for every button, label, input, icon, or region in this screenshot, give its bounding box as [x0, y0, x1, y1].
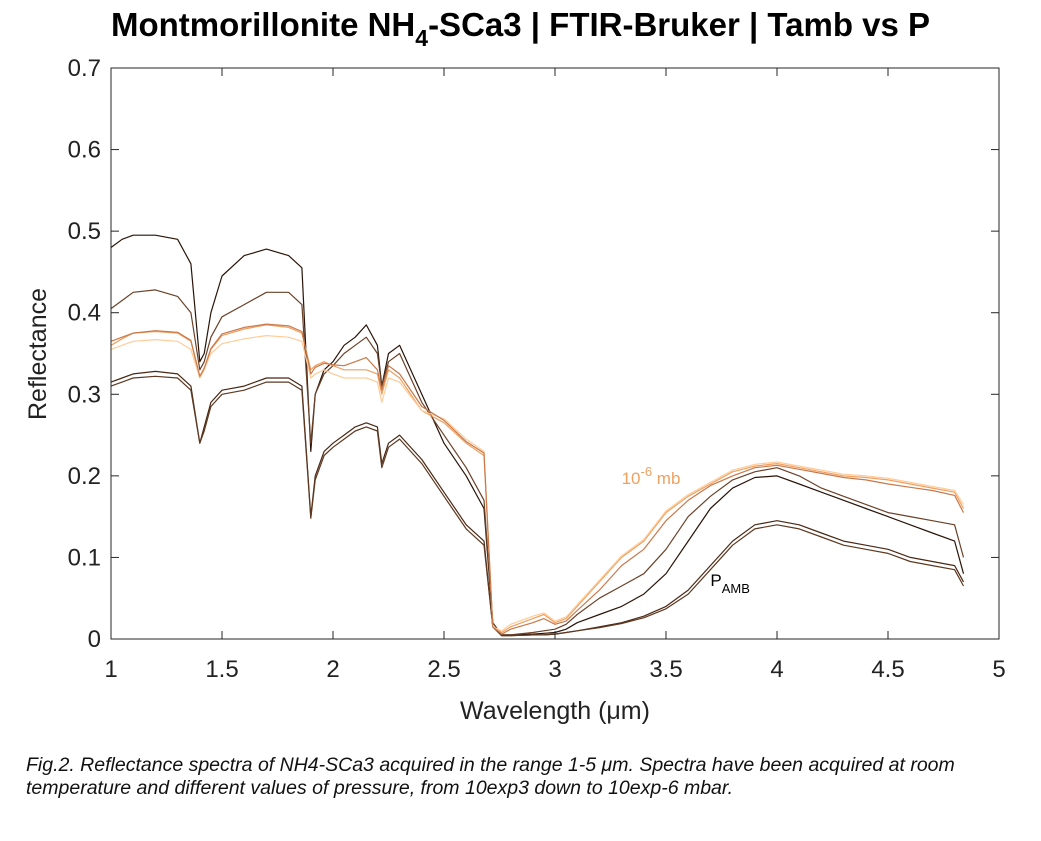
- spectrum-series-3: [110, 370, 965, 637]
- x-tick-label: 4.5: [871, 656, 904, 683]
- reflectance-chart: 1 1.5 2 2.5 3 3.5 4 4.5 500.10.20.30.40.50.60.7 …: [24, 55, 1006, 725]
- x-tick-label: 2.5: [427, 656, 460, 683]
- y-tick-label: 0.1: [68, 544, 101, 571]
- series-layer: [110, 234, 965, 637]
- annotation-2: PAMB: [710, 571, 750, 596]
- y-tick-label: 0: [88, 626, 101, 653]
- y-tick-label: 0.5: [68, 218, 101, 245]
- y-tick-label: 0.3: [68, 381, 101, 408]
- chart-title: Montmorillonite NH4-SCa3 | FTIR-Bruker |…: [0, 6, 1041, 52]
- spectrum-series-4: [110, 375, 965, 637]
- annotation-1: 10-6 mb: [622, 464, 681, 488]
- spectrum-series-7: [110, 323, 965, 635]
- spectrum-series-5: [110, 324, 965, 634]
- x-tick-label: 5: [992, 656, 1005, 683]
- x-tick-label: 3.5: [649, 656, 682, 683]
- figure-caption: Fig.2. Reflectance spectra of NH4-SCa3 a…: [26, 754, 955, 799]
- x-axis-label: Wavelength (μm): [460, 697, 650, 725]
- spectrum-series-6: [110, 335, 965, 632]
- tick-layer: 1 1.5 2 2.5 3 3.5 4 4.5 5 0 0.1 0.2 0.3 0.4 0.5 0.6 0.7: [68, 55, 1006, 683]
- x-tick-label: 3: [548, 656, 561, 683]
- chart-title-main: Montmorillonite NH: [110, 6, 416, 43]
- annotation-layer: 10-6 mb PAMB: [622, 464, 750, 596]
- spectrum-series-1: [110, 234, 965, 636]
- x-tick-label: 1: [104, 656, 117, 683]
- plot-frame: [110, 67, 1000, 640]
- spectrum-series-2: [110, 289, 965, 636]
- chart-title-rest: -SCa3 | FTIR-Bruker | Tamb vs P: [428, 6, 931, 43]
- chart-title-subscript: 4: [415, 25, 429, 51]
- x-tick-label: 1.5: [205, 656, 238, 683]
- y-tick-label: 0.7: [68, 55, 101, 82]
- y-tick-label: 0.4: [68, 300, 101, 327]
- y-axis-label: Reflectance: [24, 288, 52, 420]
- y-tick-label: 0.2: [68, 463, 101, 490]
- y-tick-label: 0.6: [68, 137, 101, 164]
- x-tick-label: 4: [770, 656, 783, 683]
- x-tick-label: 2: [326, 656, 339, 683]
